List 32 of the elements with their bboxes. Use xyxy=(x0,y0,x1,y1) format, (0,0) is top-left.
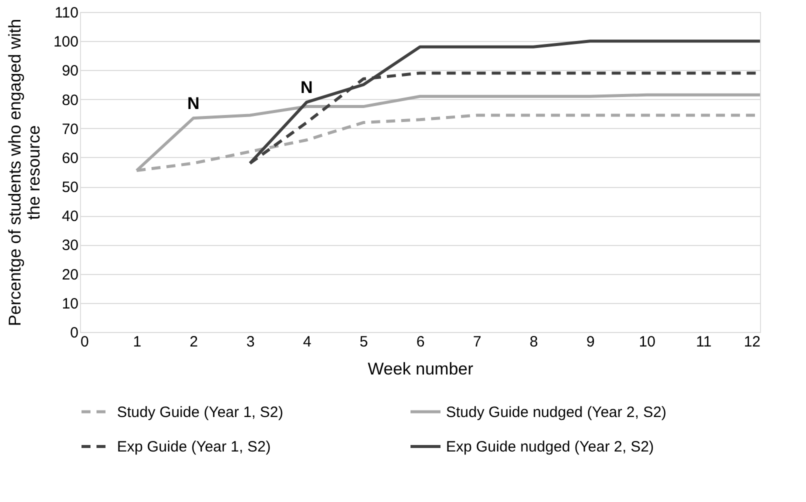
legend-label: Study Guide (Year 1, S2) xyxy=(117,404,284,421)
x-tick-label: 4 xyxy=(302,334,312,350)
legend-label: Study Guide nudged (Year 2, S2) xyxy=(446,404,666,421)
x-axis-title: Week number xyxy=(368,360,474,378)
y-tick-label: 10 xyxy=(62,295,78,312)
x-tick-label: 10 xyxy=(638,334,656,350)
x-tick-label: 3 xyxy=(246,334,255,350)
annotation: N xyxy=(187,94,200,114)
annotation: N xyxy=(300,78,313,98)
x-tick-label: 11 xyxy=(696,334,712,350)
x-tick-label: 12 xyxy=(744,334,760,350)
y-tick-label: 90 xyxy=(62,62,78,80)
y-axis-title: Percentge of students who engaged with the resource xyxy=(5,18,44,326)
y-tick-label: 80 xyxy=(62,92,78,109)
y-tick-label: 110 xyxy=(54,4,78,22)
legend-label: Exp Guide nudged (Year 2, S2) xyxy=(446,438,654,456)
y-tick-label: 100 xyxy=(53,34,78,51)
x-tick-label: 7 xyxy=(472,334,482,350)
y-tick-label: 20 xyxy=(62,266,78,284)
x-tick-label: 2 xyxy=(190,334,198,350)
y-tick-label: 60 xyxy=(62,150,78,167)
x-tick-label: 6 xyxy=(416,334,425,350)
legend-label: Exp Guide (Year 1, S2) xyxy=(117,438,271,456)
x-tick-label: 8 xyxy=(530,334,538,350)
x-tick-label: 0 xyxy=(80,334,89,350)
x-tick-label: 5 xyxy=(360,334,368,350)
y-tick-label: 70 xyxy=(62,120,78,138)
x-tick-label: 9 xyxy=(586,334,595,350)
y-tick-label: 40 xyxy=(62,208,78,226)
y-tick-label: 50 xyxy=(62,179,78,196)
x-tick-label: 1 xyxy=(132,334,142,350)
y-tick-label: 30 xyxy=(62,237,78,254)
